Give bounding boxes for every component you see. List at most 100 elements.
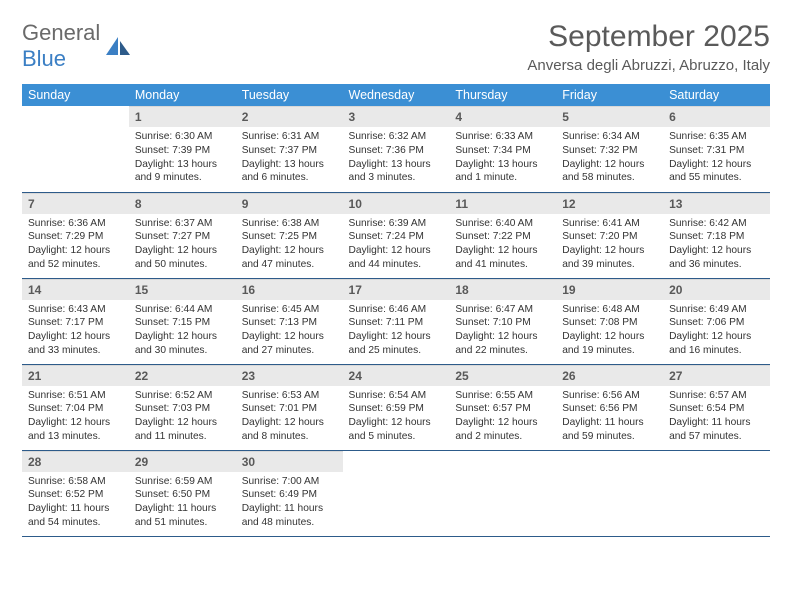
sunrise-line: Sunrise: 6:34 AM (562, 130, 657, 144)
sunrise-line: Sunrise: 6:47 AM (455, 303, 550, 317)
daylight-line: Daylight: 12 hours and 33 minutes. (28, 330, 123, 358)
day-details: Sunrise: 6:40 AMSunset: 7:22 PMDaylight:… (449, 214, 556, 278)
day-number: 12 (556, 193, 663, 214)
day-details: Sunrise: 6:47 AMSunset: 7:10 PMDaylight:… (449, 300, 556, 364)
calendar-cell: 27Sunrise: 6:57 AMSunset: 6:54 PMDayligh… (663, 364, 770, 450)
sunset-line: Sunset: 7:01 PM (242, 402, 337, 416)
sunrise-line: Sunrise: 6:59 AM (135, 475, 230, 489)
day-number: 10 (343, 193, 450, 214)
day-details: Sunrise: 6:36 AMSunset: 7:29 PMDaylight:… (22, 214, 129, 278)
calendar-cell: 22Sunrise: 6:52 AMSunset: 7:03 PMDayligh… (129, 364, 236, 450)
day-details: Sunrise: 6:30 AMSunset: 7:39 PMDaylight:… (129, 127, 236, 191)
daylight-line: Daylight: 11 hours and 57 minutes. (669, 416, 764, 444)
sunrise-line: Sunrise: 6:38 AM (242, 217, 337, 231)
day-header: Wednesday (343, 84, 450, 106)
calendar-body: 1Sunrise: 6:30 AMSunset: 7:39 PMDaylight… (22, 106, 770, 536)
day-number: 19 (556, 279, 663, 300)
day-number: 5 (556, 106, 663, 127)
sunrise-line: Sunrise: 6:48 AM (562, 303, 657, 317)
sunset-line: Sunset: 7:15 PM (135, 316, 230, 330)
day-header: Saturday (663, 84, 770, 106)
sunrise-line: Sunrise: 6:51 AM (28, 389, 123, 403)
day-details: Sunrise: 6:32 AMSunset: 7:36 PMDaylight:… (343, 127, 450, 191)
daylight-line: Daylight: 11 hours and 59 minutes. (562, 416, 657, 444)
day-details: Sunrise: 6:55 AMSunset: 6:57 PMDaylight:… (449, 386, 556, 450)
day-number: 23 (236, 365, 343, 386)
day-number: 1 (129, 106, 236, 127)
day-details: Sunrise: 6:49 AMSunset: 7:06 PMDaylight:… (663, 300, 770, 364)
day-details: Sunrise: 6:31 AMSunset: 7:37 PMDaylight:… (236, 127, 343, 191)
day-number: 8 (129, 193, 236, 214)
daylight-line: Daylight: 12 hours and 36 minutes. (669, 244, 764, 272)
sunset-line: Sunset: 7:10 PM (455, 316, 550, 330)
sunset-line: Sunset: 6:50 PM (135, 488, 230, 502)
sunset-line: Sunset: 7:36 PM (349, 144, 444, 158)
day-details: Sunrise: 6:46 AMSunset: 7:11 PMDaylight:… (343, 300, 450, 364)
day-details: Sunrise: 6:48 AMSunset: 7:08 PMDaylight:… (556, 300, 663, 364)
daylight-line: Daylight: 12 hours and 52 minutes. (28, 244, 123, 272)
calendar-page: General Blue September 2025 Anversa degl… (0, 0, 792, 547)
calendar-week: 28 Sunrise: 6:58 AMSunset: 6:52 PM Dayligh… (22, 450, 770, 536)
sunset-line: Sunset: 7:39 PM (135, 144, 230, 158)
day-number: 24 (343, 365, 450, 386)
month-title: September 2025 (527, 20, 770, 53)
sunrise-line: Sunrise: 6:40 AM (455, 217, 550, 231)
day-details: Sunrise: 6:57 AMSunset: 6:54 PMDaylight:… (663, 386, 770, 450)
day-number: 13 (663, 193, 770, 214)
sunrise-line: Sunrise: 6:53 AM (242, 389, 337, 403)
sunrise-line: Sunrise: 7:00 AM (242, 475, 337, 489)
daylight-line: Daylight: 12 hours and 39 minutes. (562, 244, 657, 272)
calendar-cell: 17Sunrise: 6:46 AMSunset: 7:11 PMDayligh… (343, 278, 450, 364)
day-number: 17 (343, 279, 450, 300)
sunrise-line: Sunrise: 6:30 AM (135, 130, 230, 144)
sunrise-line: Sunrise: 6:52 AM (135, 389, 230, 403)
brand-text: General Blue (22, 20, 100, 72)
daylight-line: Daylight: 12 hours and 16 minutes. (669, 330, 764, 358)
calendar-cell: 13Sunrise: 6:42 AMSunset: 7:18 PMDayligh… (663, 192, 770, 278)
day-details: Sunrise: 6:56 AMSunset: 6:56 PMDaylight:… (556, 386, 663, 450)
day-details: Sunrise: 6:53 AMSunset: 7:01 PMDaylight:… (236, 386, 343, 450)
sunrise-line: Sunrise: 6:58 AM (28, 475, 123, 489)
calendar-cell: 18Sunrise: 6:47 AMSunset: 7:10 PMDayligh… (449, 278, 556, 364)
calendar-cell: 12Sunrise: 6:41 AMSunset: 7:20 PMDayligh… (556, 192, 663, 278)
daylight-line: Daylight: 12 hours and 5 minutes. (349, 416, 444, 444)
sunset-line: Sunset: 7:27 PM (135, 230, 230, 244)
daylight-line: Daylight: 11 hours and 51 minutes. (135, 502, 230, 530)
sunrise-line: Sunrise: 6:46 AM (349, 303, 444, 317)
day-number: 9 (236, 193, 343, 214)
daylight-line: Daylight: 12 hours and 50 minutes. (135, 244, 230, 272)
calendar-cell: 4Sunrise: 6:33 AMSunset: 7:34 PMDaylight… (449, 106, 556, 192)
day-number: 28 (22, 451, 129, 472)
daylight-line: Daylight: 12 hours and 25 minutes. (349, 330, 444, 358)
calendar-cell: 16Sunrise: 6:45 AMSunset: 7:13 PMDayligh… (236, 278, 343, 364)
day-number: 16 (236, 279, 343, 300)
day-number: 18 (449, 279, 556, 300)
daylight-line: Daylight: 11 hours and 48 minutes. (242, 502, 337, 530)
day-number: 3 (343, 106, 450, 127)
day-number: 25 (449, 365, 556, 386)
day-number: 21 (22, 365, 129, 386)
sunrise-line: Sunrise: 6:49 AM (669, 303, 764, 317)
daylight-line: Daylight: 12 hours and 13 minutes. (28, 416, 123, 444)
sunrise-line: Sunrise: 6:56 AM (562, 389, 657, 403)
calendar-cell: 25Sunrise: 6:55 AMSunset: 6:57 PMDayligh… (449, 364, 556, 450)
calendar-cell: 1Sunrise: 6:30 AMSunset: 7:39 PMDaylight… (129, 106, 236, 192)
sunset-line: Sunset: 7:08 PM (562, 316, 657, 330)
calendar-cell: 29Sunrise: 6:59 AMSunset: 6:50 PMDayligh… (129, 450, 236, 536)
day-number: 11 (449, 193, 556, 214)
sunrise-line: Sunrise: 6:36 AM (28, 217, 123, 231)
sunrise-line: Sunrise: 6:45 AM (242, 303, 337, 317)
calendar-table: SundayMondayTuesdayWednesdayThursdayFrid… (22, 84, 770, 537)
calendar-cell: 23Sunrise: 6:53 AMSunset: 7:01 PMDayligh… (236, 364, 343, 450)
sunrise-line: Sunrise: 6:33 AM (455, 130, 550, 144)
calendar-cell: 9Sunrise: 6:38 AMSunset: 7:25 PMDaylight… (236, 192, 343, 278)
sunset-line: Sunset: 6:49 PM (242, 488, 337, 502)
daylight-line: Daylight: 12 hours and 58 minutes. (562, 158, 657, 186)
sunset-line: Sunset: 7:20 PM (562, 230, 657, 244)
sunset-line: Sunset: 7:37 PM (242, 144, 337, 158)
calendar-cell: 2Sunrise: 6:31 AMSunset: 7:37 PMDaylight… (236, 106, 343, 192)
sunset-line: Sunset: 7:04 PM (28, 402, 123, 416)
day-header: Monday (129, 84, 236, 106)
sunset-line: Sunset: 6:52 PM (28, 488, 123, 502)
daylight-line: Daylight: 13 hours and 3 minutes. (349, 158, 444, 186)
